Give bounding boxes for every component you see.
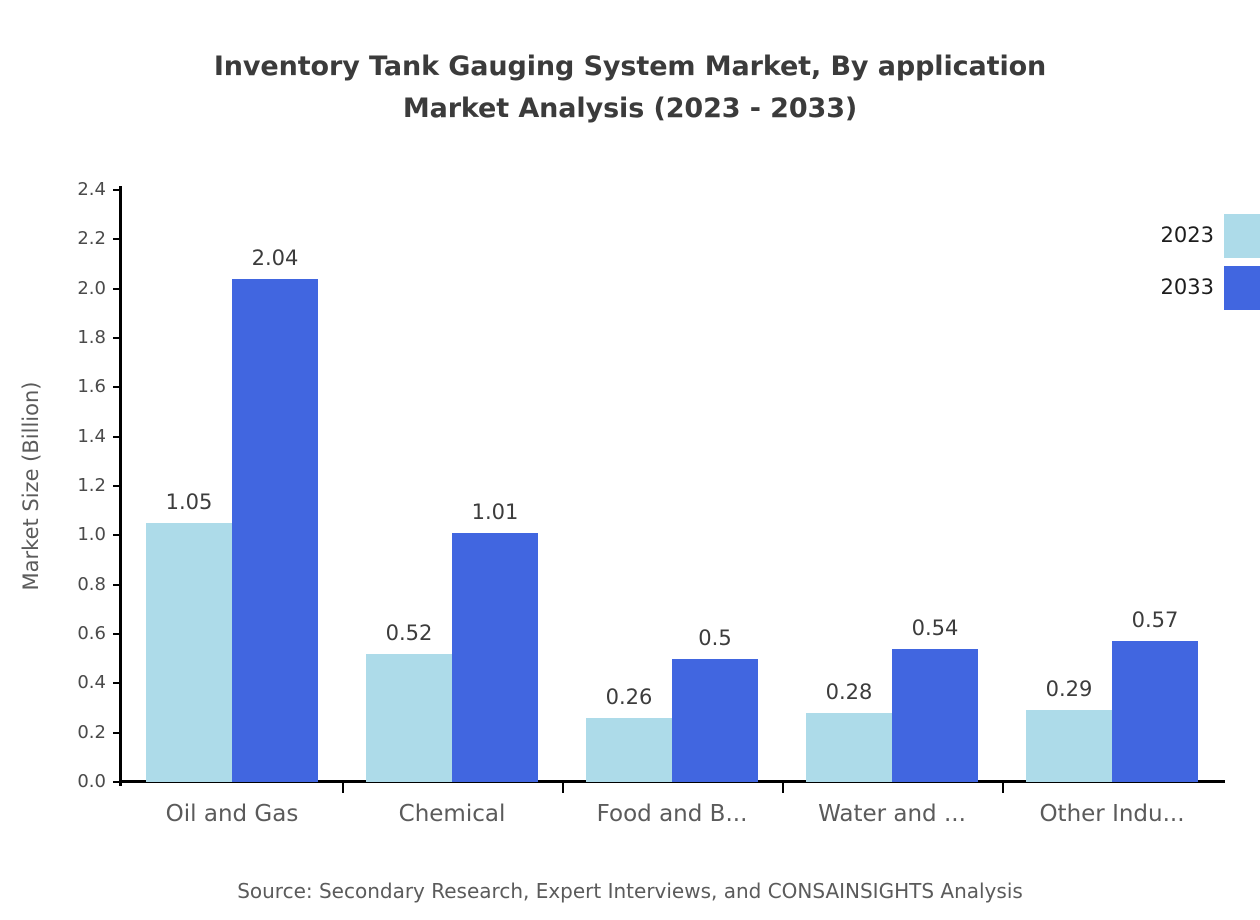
bar-2023-chemical[interactable] [366, 653, 452, 782]
y-axis-tick-label: 0.8 [77, 573, 106, 595]
y-axis-title: Market Size (Billion) [19, 381, 43, 591]
bar-value-label: 1.05 [165, 490, 213, 514]
legend-label: 2023 [1160, 223, 1214, 247]
y-axis-tick [113, 287, 122, 290]
y-axis-tick-label: 0.0 [77, 771, 106, 792]
chart-title-line-1: Inventory Tank Gauging System Market, By… [213, 51, 1047, 82]
bar-2023-other-indu-[interactable] [1026, 710, 1112, 782]
y-axis-tick [113, 238, 122, 241]
legend-swatch-2033 [1224, 266, 1260, 310]
legend-item-2033[interactable]: 2033 [1122, 266, 1260, 318]
y-axis-tick [113, 485, 122, 487]
y-axis-tick [113, 337, 122, 339]
chart-legend: 2023 2033 [1122, 214, 1260, 318]
y-axis-tick-label: 1.0 [77, 524, 106, 546]
y-axis-tick-label: 1.6 [77, 376, 106, 398]
y-axis-tick-label: 0.4 [77, 672, 106, 694]
bar-2033-oil-and-gas[interactable] [232, 278, 318, 782]
x-axis-category-label: Food and B... [596, 801, 748, 827]
bar-value-label: 0.28 [825, 679, 873, 704]
x-axis-tick [562, 782, 564, 793]
x-axis-category-label: Other Indu... [1039, 801, 1185, 827]
bar-2033-other-indu-[interactable] [1112, 641, 1198, 782]
bar-2023-oil-and-gas[interactable] [146, 523, 232, 782]
legend-label: 2033 [1160, 275, 1214, 299]
chart-title-line-2: Market Analysis (2023 - 2033) [402, 93, 858, 124]
bar-value-label: 2.04 [251, 245, 299, 270]
bar-2023-water-and-[interactable] [806, 712, 892, 782]
legend-swatch-2023 [1224, 214, 1260, 258]
bar-2033-chemical[interactable] [452, 532, 538, 782]
y-axis-tick [113, 731, 122, 734]
bar-value-label: 0.5 [698, 625, 732, 650]
bar-value-label: 1.01 [471, 499, 519, 524]
bar-value-label: 0.57 [1131, 608, 1179, 633]
y-axis-tick-label: 0.6 [77, 623, 106, 644]
plot-area: 0.0 0.2 0.4 0.6 0.8 1.0 1.2 1.4 1.6 1.8 2.0 2.2 2.4 O… [77, 181, 1222, 827]
y-axis-tick-label: 2.4 [77, 179, 106, 200]
y-axis-tick [113, 583, 122, 586]
y-axis-tick [113, 682, 122, 685]
chart-title: Inventory Tank Gauging System Market, By… [0, 46, 1260, 130]
y-axis-tick [113, 534, 122, 537]
y-axis-tick-label: 0.2 [77, 721, 106, 743]
bar-2023-food-and-b-[interactable] [586, 717, 672, 782]
y-axis-tick [113, 435, 122, 438]
y-axis-tick-label: 1.2 [77, 475, 106, 496]
bar-value-label: 0.54 [911, 615, 959, 640]
x-axis-category-label: Water and ... [818, 801, 966, 827]
x-axis-category-label: Chemical [398, 801, 506, 827]
bar-value-label: 0.26 [605, 684, 653, 709]
y-axis-tick-label: 2.2 [77, 228, 106, 250]
y-axis-tick [113, 386, 122, 389]
y-axis-tick [113, 633, 122, 635]
bar-2033-water-and-[interactable] [892, 648, 978, 782]
y-axis-tick-label: 2.0 [77, 277, 106, 299]
x-axis-tick [782, 782, 784, 793]
source-note: Source: Secondary Research, Expert Inter… [237, 879, 1023, 903]
y-axis-tick [113, 781, 122, 783]
bar-value-label: 0.52 [385, 620, 433, 645]
legend-item-2023[interactable]: 2023 [1122, 214, 1260, 266]
y-axis-tick-label: 1.4 [77, 425, 106, 447]
bar-2033-food-and-b-[interactable] [672, 658, 758, 782]
x-axis-category-label: Oil and Gas [165, 801, 299, 827]
y-axis-tick-label: 1.8 [77, 327, 106, 348]
y-axis-tick [113, 189, 122, 191]
x-axis-tick [1002, 782, 1004, 793]
bar-value-label: 0.29 [1045, 677, 1093, 702]
x-axis-tick [342, 782, 344, 793]
